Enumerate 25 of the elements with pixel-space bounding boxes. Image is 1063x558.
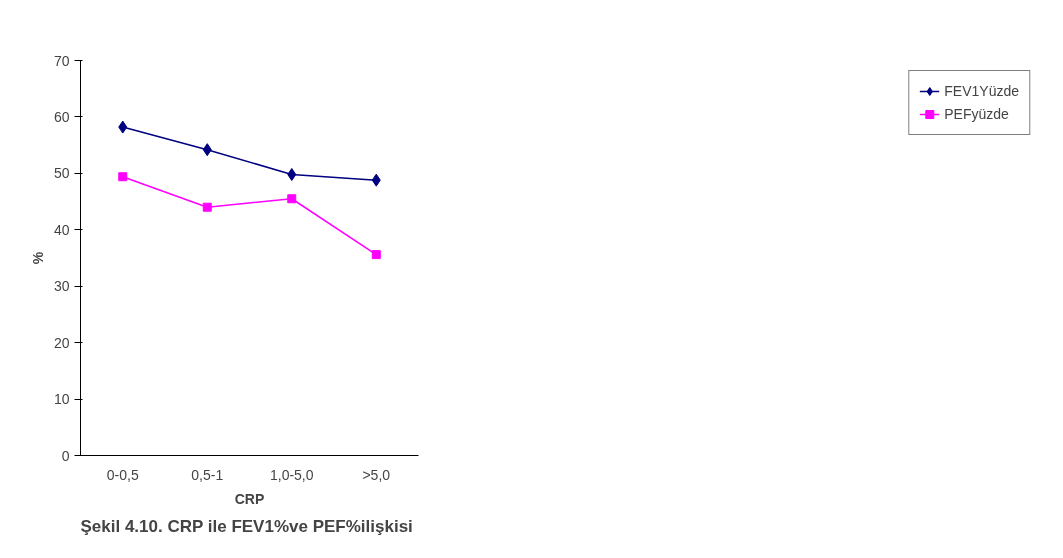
y-tick-label: 40 <box>53 221 70 238</box>
y-tick-label: 70 <box>53 52 70 69</box>
x-tick-label: 1,0-5,0 <box>269 466 314 483</box>
text: Şekil 4.10. CRP ile FEV1%ve PEF%ilişkisi <box>80 516 413 536</box>
x-axis-title: CRP <box>234 490 265 507</box>
point <box>287 167 297 181</box>
y-axis-title: % <box>29 251 46 265</box>
point <box>202 143 212 157</box>
point <box>371 173 381 187</box>
point <box>371 250 381 260</box>
legend-label: PEFyüzde <box>944 106 1009 122</box>
point <box>118 172 128 182</box>
point <box>287 194 297 204</box>
y-tick-label: 0 <box>61 447 70 464</box>
point <box>202 202 212 212</box>
point <box>118 120 128 134</box>
legend-label: FEV1Yüzde <box>944 83 1019 99</box>
y-tick-label: 20 <box>53 334 70 351</box>
y-tick-label: 30 <box>53 278 70 295</box>
y-tick-label: 10 <box>53 391 70 408</box>
x-tick-label: 0,5-1 <box>191 466 224 483</box>
y-tick-label: 50 <box>53 165 70 182</box>
x-tick-label: 0-0,5 <box>106 466 139 483</box>
x-tick-label: >5,0 <box>362 466 391 483</box>
y-tick-label: 60 <box>53 108 70 125</box>
